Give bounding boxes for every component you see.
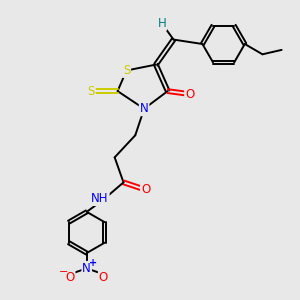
Text: O: O [65, 271, 74, 284]
Text: +: + [88, 258, 97, 268]
Text: O: O [185, 88, 194, 100]
Text: NH: NH [91, 192, 109, 205]
Text: S: S [123, 64, 130, 77]
Text: S: S [87, 85, 95, 98]
Text: H: H [158, 17, 166, 30]
Text: N: N [140, 102, 148, 115]
Text: O: O [141, 183, 150, 196]
Text: O: O [99, 271, 108, 284]
Text: −: − [59, 267, 69, 277]
Text: N: N [82, 262, 91, 275]
